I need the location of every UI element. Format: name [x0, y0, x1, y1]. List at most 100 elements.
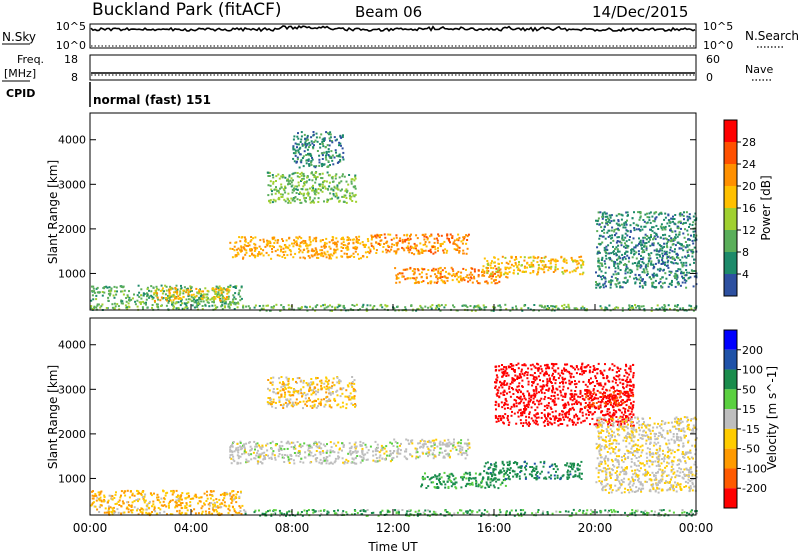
echo-cell	[403, 249, 406, 252]
echo-cell	[340, 180, 343, 183]
echo-cell	[293, 200, 296, 203]
echo-cell	[200, 290, 203, 293]
echo-cell	[121, 300, 124, 303]
echo-cell	[243, 247, 246, 250]
echo-cell	[96, 304, 99, 307]
echo-cell	[519, 466, 522, 469]
echo-cell	[667, 304, 670, 307]
echo-cell	[651, 242, 654, 245]
echo-cell	[679, 284, 682, 287]
echo-cell	[533, 365, 536, 368]
echo-cell	[308, 453, 311, 456]
echo-cell	[607, 420, 610, 423]
echo-cell	[166, 299, 169, 302]
echo-cell	[324, 187, 327, 190]
echo-cell	[239, 442, 242, 444]
echo-cell	[374, 460, 377, 463]
echo-cell	[146, 293, 149, 296]
echo-cell	[335, 444, 338, 447]
echo-cell	[490, 477, 493, 480]
echo-cell	[319, 252, 322, 255]
echo-cell	[690, 305, 693, 308]
echo-cell	[239, 240, 242, 243]
echo-cell	[298, 307, 301, 310]
echo-cell	[94, 493, 97, 496]
echo-cell	[621, 309, 624, 312]
echo-cell	[310, 163, 313, 166]
echo-cell	[529, 466, 532, 468]
echo-cell	[335, 173, 338, 176]
echo-cell	[409, 245, 412, 248]
echo-cell	[238, 289, 241, 292]
echo-cell	[180, 287, 183, 290]
echo-cell	[431, 439, 434, 442]
echo-cell	[539, 385, 542, 388]
echo-cell	[421, 252, 424, 254]
echo-cell	[514, 473, 517, 476]
echo-cell	[401, 275, 404, 278]
echo-cell	[179, 304, 182, 307]
echo-cell	[259, 455, 262, 458]
echo-cell	[425, 236, 428, 239]
echo-cell	[378, 459, 381, 462]
echo-cell	[258, 444, 261, 447]
echo-cell	[186, 509, 189, 512]
echo-cell	[267, 184, 270, 187]
echo-cell	[442, 480, 445, 483]
echo-cell	[689, 217, 692, 220]
echo-cell	[432, 252, 435, 255]
echo-cell	[226, 288, 229, 291]
power-colorbar-band	[724, 142, 737, 164]
echo-cell	[386, 244, 389, 247]
echo-cell	[549, 477, 552, 480]
echo-cell	[375, 241, 378, 244]
echo-cell	[685, 279, 688, 282]
echo-cell	[210, 490, 213, 493]
echo-cell	[627, 214, 629, 217]
echo-cell	[374, 235, 377, 238]
echo-cell	[133, 494, 136, 497]
echo-cell	[609, 241, 612, 244]
echo-cell	[194, 512, 197, 515]
echo-cell	[520, 422, 523, 425]
echo-cell	[269, 199, 272, 202]
echo-cell	[489, 274, 492, 277]
echo-cell	[533, 392, 536, 395]
echo-cell	[232, 294, 235, 297]
echo-cell	[654, 262, 657, 265]
echo-cell	[512, 364, 515, 367]
echo-cell	[101, 291, 104, 293]
echo-cell	[146, 292, 148, 295]
echo-cell	[429, 449, 432, 452]
echo-cell	[531, 475, 534, 478]
echo-cell	[394, 440, 397, 443]
echo-cell	[235, 285, 238, 288]
echo-cell	[463, 452, 466, 455]
echo-cell	[442, 455, 445, 458]
echo-cell	[425, 487, 428, 489]
echo-cell	[494, 477, 497, 480]
echo-cell	[151, 511, 153, 513]
echo-cell	[328, 181, 331, 184]
echo-cell	[629, 224, 632, 227]
echo-cell	[177, 301, 180, 304]
echo-cell	[167, 294, 170, 297]
echo-cell	[615, 254, 618, 257]
echo-cell	[422, 250, 425, 252]
echo-cell	[691, 224, 694, 226]
echo-region	[266, 171, 358, 204]
echo-cell	[526, 266, 529, 269]
echo-cell	[504, 267, 507, 270]
echo-cell	[640, 225, 643, 228]
echo-cell	[535, 389, 538, 392]
echo-cell	[196, 292, 199, 295]
echo-cell	[389, 452, 392, 455]
echo-cell	[234, 511, 237, 514]
echo-cell	[608, 304, 611, 307]
echo-cell	[512, 462, 515, 464]
echo-cell	[272, 182, 275, 185]
echo-cell	[651, 226, 653, 229]
echo-cell	[447, 486, 450, 489]
echo-cell	[245, 305, 248, 308]
echo-cell	[411, 277, 414, 280]
